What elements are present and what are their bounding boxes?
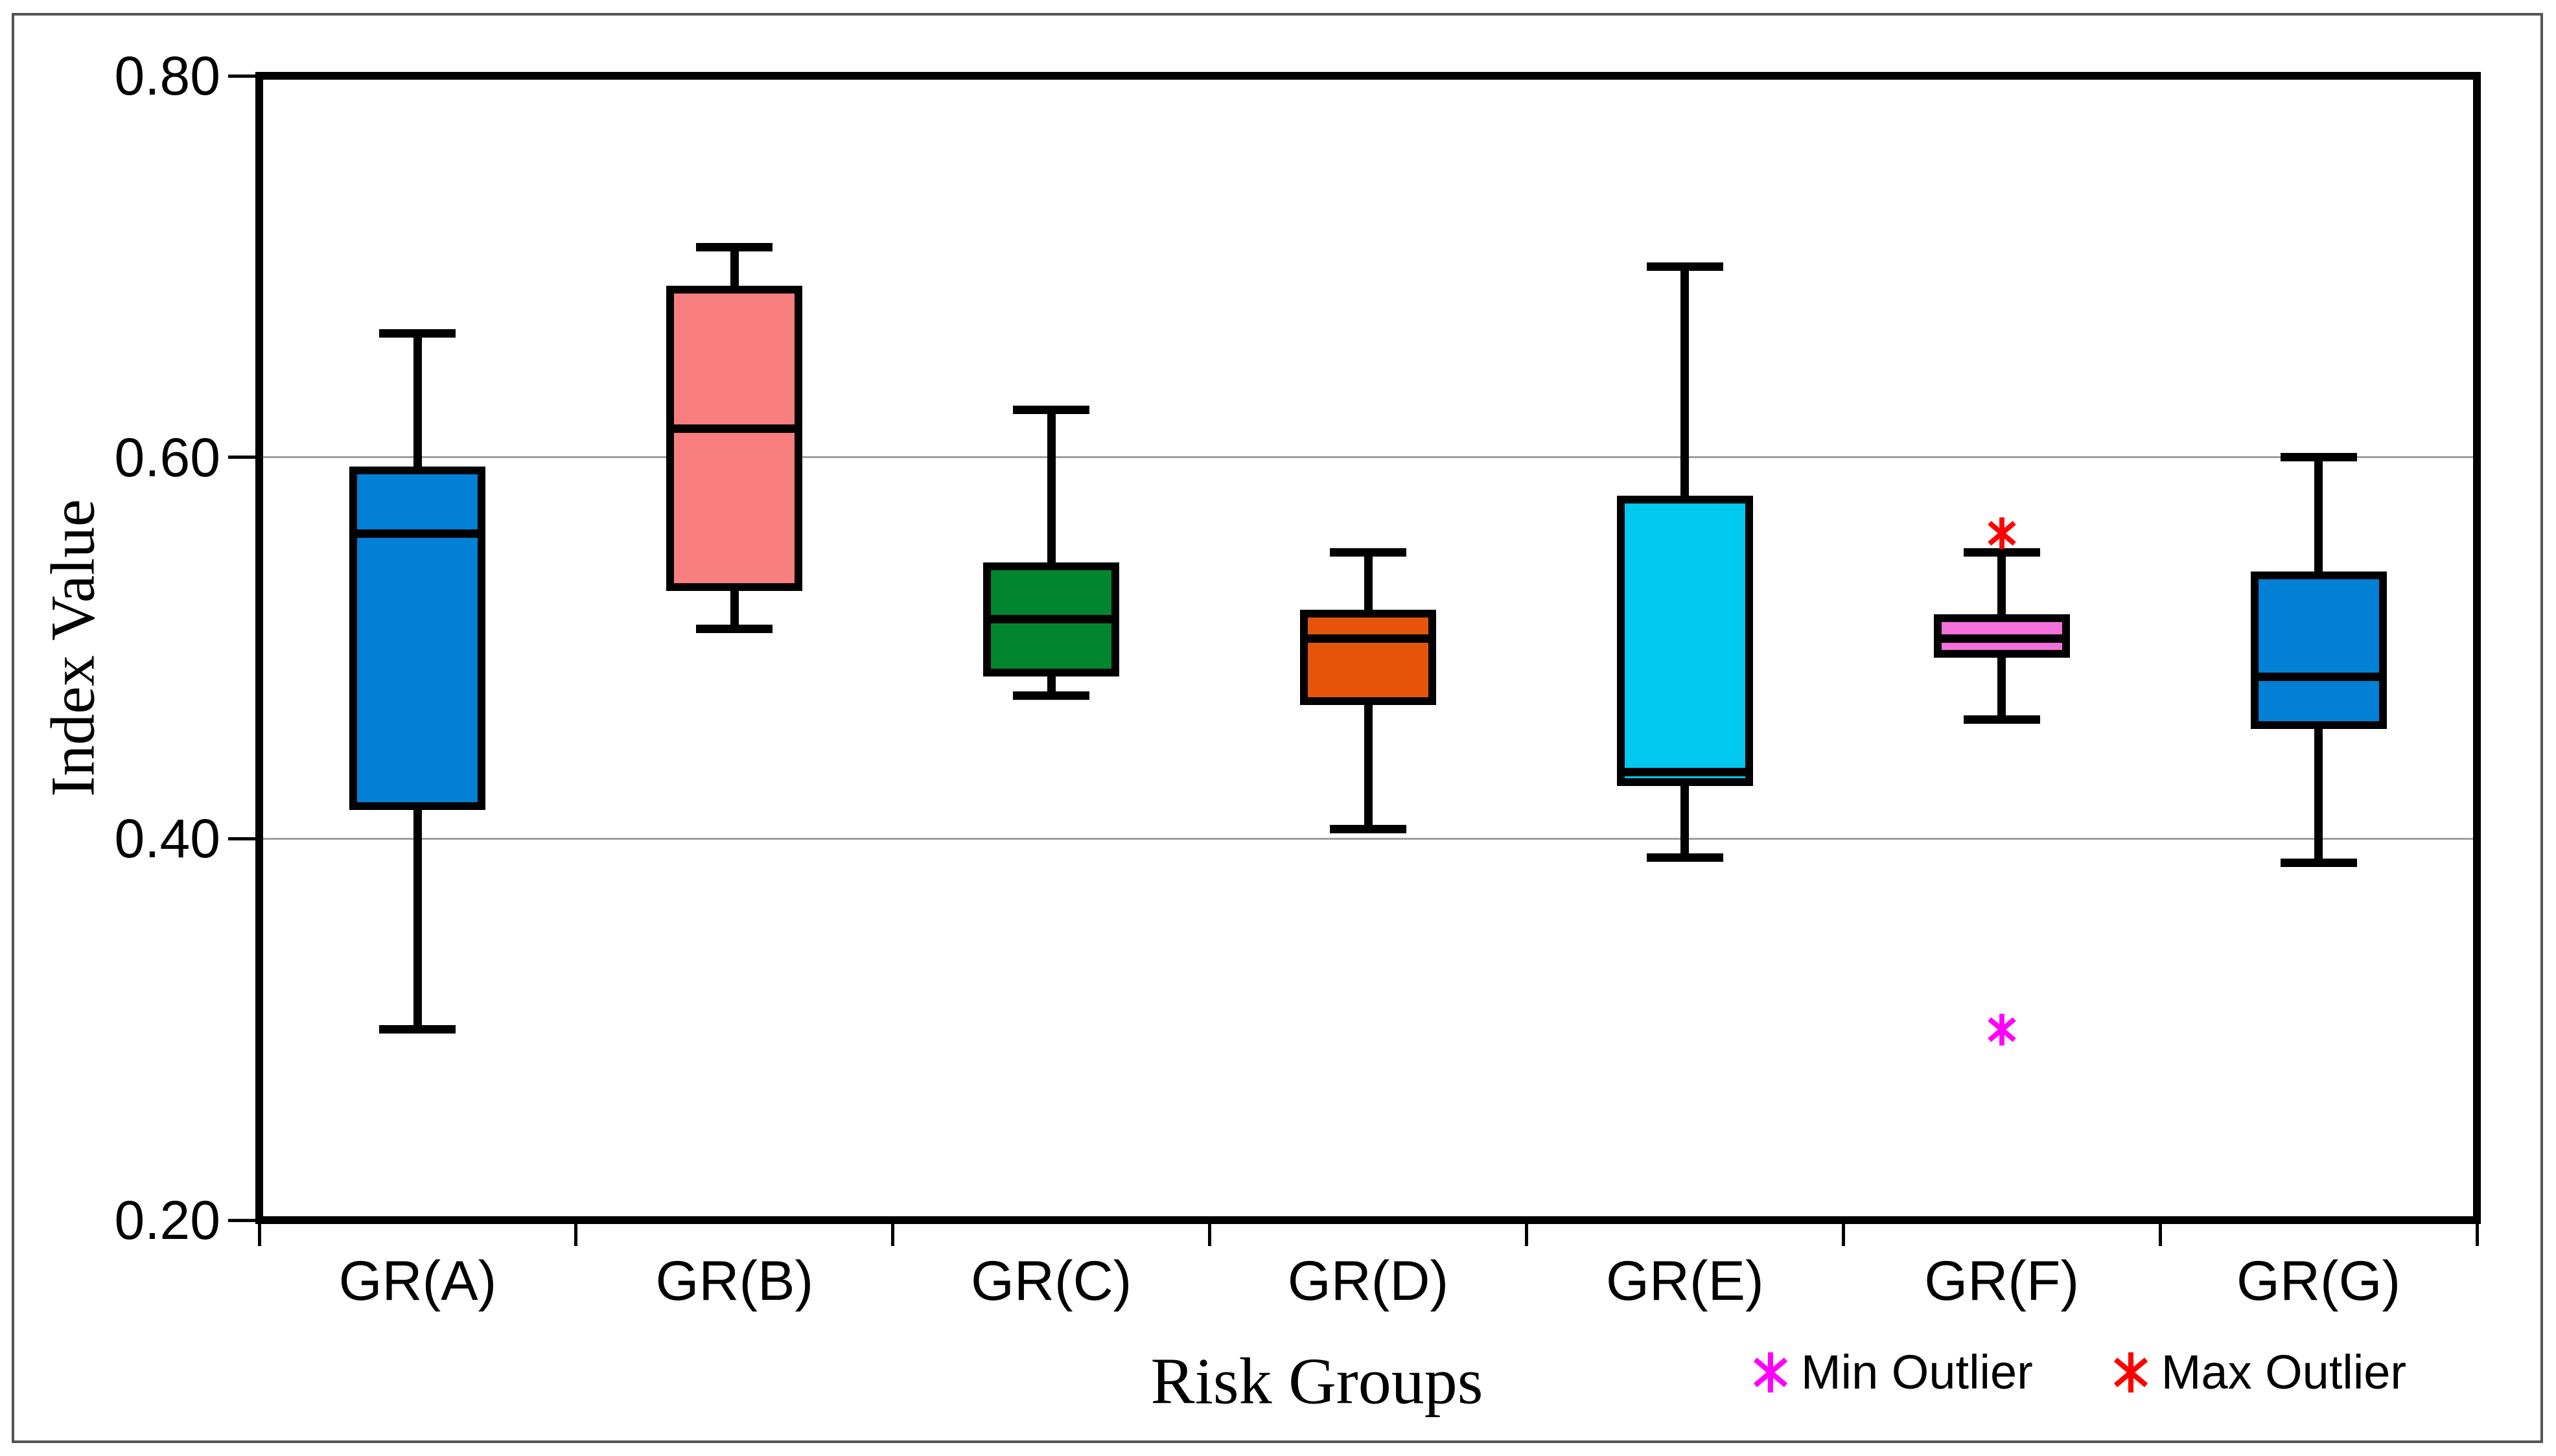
- whisker-cap-max: [2280, 453, 2357, 462]
- median-line: [2250, 672, 2387, 681]
- whisker-cap-max: [1330, 548, 1406, 557]
- asterisk-icon: [1753, 1352, 1788, 1392]
- gridline: [259, 837, 2477, 840]
- whisker-cap-min: [696, 625, 773, 634]
- max-outlier-marker: [1987, 517, 2016, 549]
- whisker-cap-max: [1963, 548, 2040, 557]
- x-axis-tick: [574, 1220, 578, 1246]
- whisker-cap-min: [379, 1025, 456, 1034]
- y-axis-tick: [228, 1218, 255, 1222]
- x-axis-tick: [1841, 1220, 1845, 1246]
- y-tick-label: 0.80: [114, 45, 221, 106]
- legend-label: Max Outlier: [2161, 1345, 2407, 1399]
- x-axis-title: Risk Groups: [1150, 1345, 1483, 1418]
- category-label: GR(E): [1606, 1250, 1764, 1312]
- median-line: [1616, 767, 1753, 776]
- x-axis-tick: [891, 1220, 895, 1246]
- legend-label: Min Outlier: [1801, 1345, 2033, 1399]
- category-label: GR(F): [1924, 1250, 2080, 1312]
- legend-item-min-outlier: Min Outlier: [1750, 1340, 2033, 1405]
- whisker-cap-max: [1646, 262, 1723, 271]
- box-grb: [666, 285, 803, 591]
- whisker-cap-max: [379, 329, 456, 338]
- plot-area-border: [255, 72, 2481, 1224]
- category-label: GR(C): [970, 1250, 1132, 1312]
- box-gra: [349, 467, 486, 811]
- whisker-cap-min: [1963, 715, 2040, 724]
- gridline: [259, 456, 2477, 459]
- category-label: GR(D): [1287, 1250, 1449, 1312]
- y-axis-tick: [228, 74, 255, 78]
- median-line: [666, 424, 803, 433]
- x-axis-tick: [1524, 1220, 1528, 1246]
- figure-frame: [12, 13, 2543, 1443]
- min-outlier-marker: [1987, 1013, 2016, 1046]
- whisker-cap-max: [1013, 405, 1090, 414]
- box-grg: [2250, 572, 2387, 730]
- median-line: [1933, 634, 2070, 643]
- x-axis-tick: [1208, 1220, 1212, 1246]
- y-tick-label: 0.60: [114, 426, 221, 488]
- median-line: [1300, 634, 1436, 643]
- x-axis-tick: [2158, 1220, 2162, 1246]
- y-axis-tick: [228, 456, 255, 459]
- legend-item-max-outlier: Max Outlier: [2111, 1340, 2406, 1405]
- median-line: [983, 615, 1120, 624]
- whisker-cap-min: [1330, 825, 1406, 834]
- category-label: GR(G): [2236, 1250, 2401, 1312]
- asterisk-icon: [2113, 1352, 2148, 1392]
- box-grd: [1300, 610, 1436, 706]
- y-tick-label: 0.40: [114, 808, 221, 870]
- whisker-cap-min: [2280, 858, 2357, 867]
- legend: Min Outlier Max Outlier: [1750, 1340, 2406, 1405]
- x-axis-tick: [2475, 1220, 2479, 1246]
- whisker-cap-min: [1013, 691, 1090, 700]
- whisker-cap-max: [696, 243, 773, 252]
- category-label: GR(B): [655, 1250, 814, 1312]
- y-axis-title: Index Value: [38, 499, 108, 797]
- x-axis-tick: [257, 1220, 261, 1246]
- y-tick-label: 0.20: [114, 1190, 221, 1251]
- box-gre: [1616, 495, 1753, 787]
- whisker-cap-min: [1646, 853, 1723, 862]
- y-axis-tick: [228, 837, 255, 840]
- category-label: GR(A): [338, 1250, 497, 1312]
- median-line: [349, 529, 486, 538]
